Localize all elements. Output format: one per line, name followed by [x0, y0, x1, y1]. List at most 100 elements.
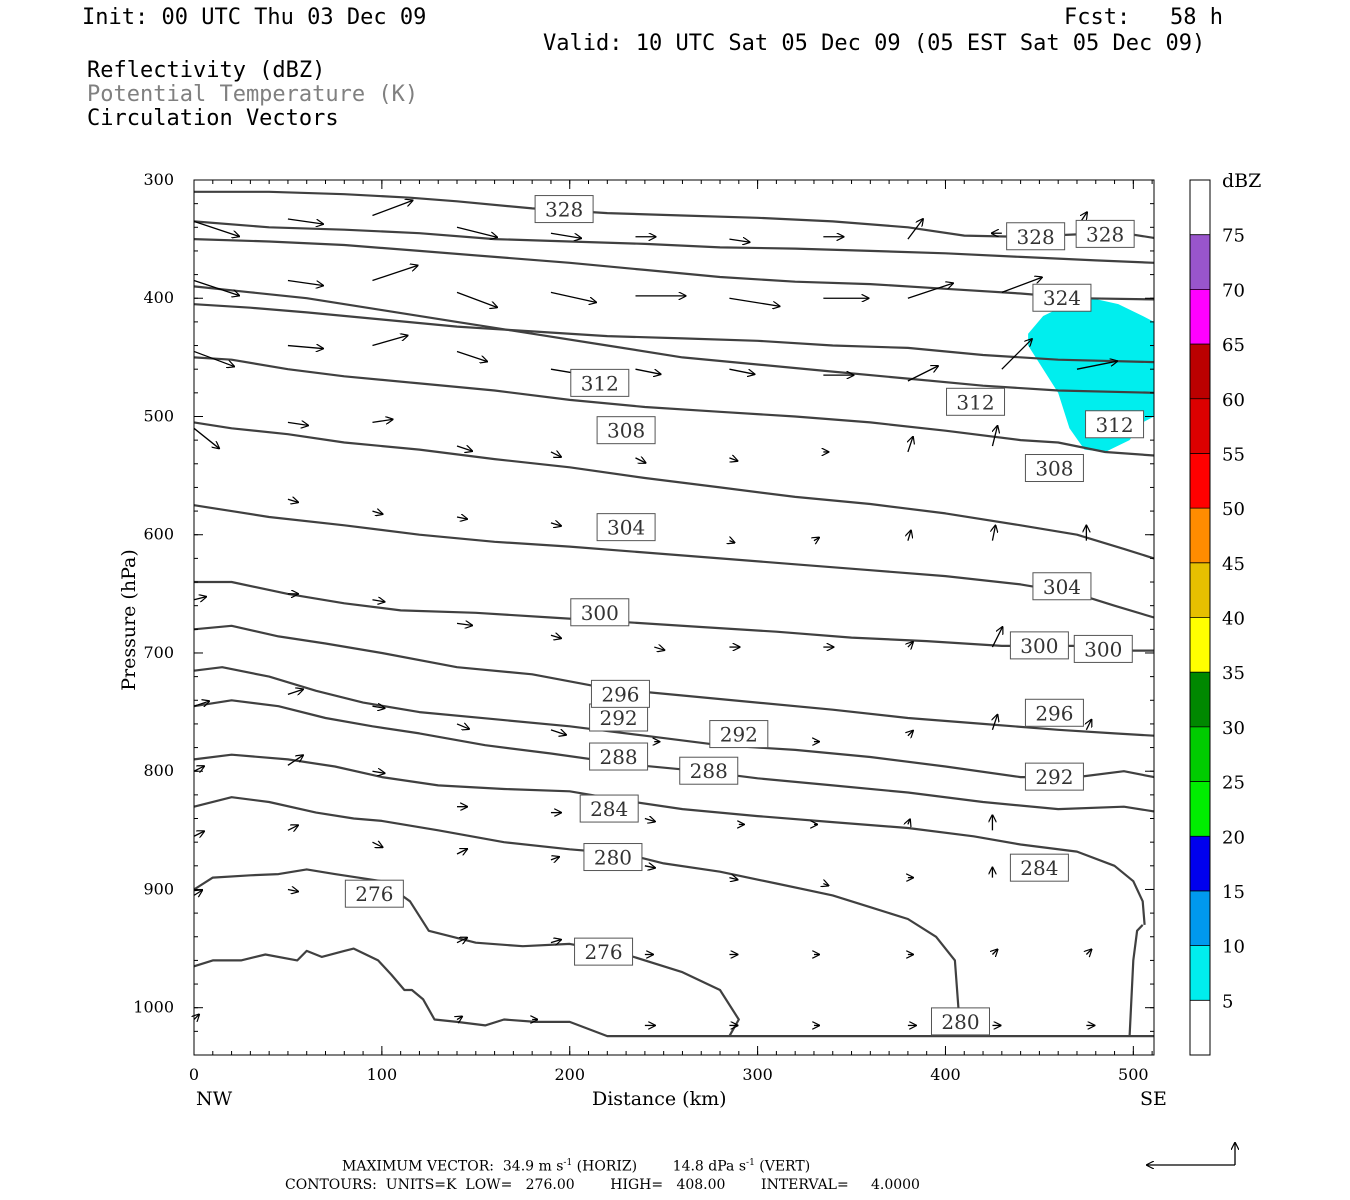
circulation-vector: [644, 819, 655, 822]
contour-label-box: [534, 195, 594, 224]
circulation-vector: [1086, 720, 1091, 731]
contour-label-box: [1085, 410, 1145, 439]
colorbar-level-label: 25: [1222, 773, 1245, 794]
contour-label-284: 284: [1020, 856, 1058, 880]
colorbar-swatch: [1190, 562, 1210, 618]
contour-info: CONTOURS: UNITS=K LOW= 276.00 HIGH= 408.…: [285, 1177, 920, 1193]
circulation-vector: [823, 884, 828, 886]
colorbar-swatch: [1190, 617, 1210, 673]
contour-label-box: [1024, 454, 1084, 483]
theta-contour-312: [193, 285, 1155, 394]
circulation-vector: [644, 866, 655, 868]
colorbar-swatch: [1190, 781, 1210, 837]
x-end-label-right: SE: [1140, 1088, 1167, 1110]
contour-label-box: [570, 598, 630, 627]
circulation-vector: [550, 452, 561, 457]
max-vector-info: MAXIMUM VECTOR: 34.9 m s-1 (HORIZ) 14.8 …: [342, 1158, 811, 1175]
circulation-vector: [635, 458, 645, 463]
circulation-vector: [287, 499, 298, 502]
circulation-vector: [729, 878, 737, 880]
theta-contour-324: [193, 303, 1155, 364]
x-tick-label: 200: [554, 1065, 585, 1084]
circulation-vector: [635, 368, 660, 374]
circulation-vector: [908, 531, 911, 541]
contour-label-304: 304: [607, 516, 645, 540]
colorbar-level-label: 75: [1222, 226, 1245, 247]
colorbar-swatch: [1190, 453, 1210, 509]
contour-label-box: [579, 794, 639, 823]
colorbar-level-label: 60: [1222, 390, 1245, 411]
colorbar-swatch: [1190, 1000, 1210, 1055]
circulation-vector: [193, 427, 219, 448]
circulation-vector: [287, 218, 323, 224]
circulation-vector: [372, 511, 382, 514]
x-tick-label: 100: [367, 1065, 398, 1084]
y-tick-label: 300: [143, 170, 174, 189]
circulation-vector: [1076, 361, 1117, 370]
circulation-vector: [1001, 339, 1032, 370]
colorbar-level-label: 10: [1222, 937, 1245, 958]
contour-label-box: [946, 387, 1006, 416]
circulation-vector: [456, 226, 497, 237]
contour-label-box: [1075, 219, 1135, 248]
colorbar-level-label: 70: [1222, 280, 1245, 301]
contour-label-layer: 2762762802802842842882882922922922962963…: [344, 195, 1145, 1036]
circulation-vector: [456, 623, 472, 625]
circulation-vector: [193, 831, 204, 836]
theta-contour-304: [193, 504, 1155, 619]
colorbar-swatch: [1190, 234, 1210, 290]
contour-label-box: [574, 937, 634, 966]
circulation-vector: [1086, 949, 1091, 954]
theta-contour-280: [1128, 924, 1144, 1037]
colorbar-level-label: 40: [1222, 609, 1245, 630]
circulation-vector: [907, 219, 923, 240]
circulation-vector: [194, 1015, 199, 1020]
colorbar-swatch: [1190, 726, 1210, 782]
colorbar-level-label: 45: [1222, 554, 1245, 575]
circulation-vector: [908, 437, 913, 453]
circulation-vector: [372, 266, 417, 282]
circulation-vector: [372, 419, 392, 422]
circulation-vector: [456, 517, 467, 519]
y-tick-label: 900: [143, 879, 174, 898]
circulation-vector: [908, 819, 910, 824]
contour-label-box: [709, 720, 769, 749]
circulation-vector: [907, 366, 938, 382]
contour-label-box: [589, 742, 649, 771]
contour-label-box: [1024, 762, 1084, 791]
contour-label-328: 328: [545, 198, 583, 222]
colorbar-swatch: [1190, 836, 1210, 891]
circulation-vector: [193, 766, 204, 771]
circulation-vector: [287, 279, 323, 286]
circulation-vector: [193, 350, 234, 366]
contour-label-296: 296: [1035, 701, 1073, 725]
colorbar-level-label: 50: [1222, 499, 1245, 520]
circulation-vector: [456, 350, 487, 361]
theta-contour-280: [193, 796, 962, 1037]
colorbar-swatch: [1190, 180, 1210, 235]
contour-label-box: [1006, 222, 1066, 251]
circulation-vector: [193, 890, 202, 895]
valid-time: Valid: 10 UTC Sat 05 Dec 09 (05 EST Sat …: [543, 31, 1206, 56]
circulation-vector: [287, 755, 303, 766]
contour-label-304: 304: [1043, 575, 1081, 599]
contour-label-288: 288: [599, 745, 637, 769]
circulation-vector: [550, 232, 581, 238]
circulation-vector: [992, 526, 995, 541]
circulation-vector: [550, 291, 596, 302]
circulation-vector: [456, 849, 467, 854]
contour-label-box: [679, 756, 739, 785]
contour-label-280: 280: [941, 1010, 979, 1034]
circulation-vector: [907, 283, 953, 299]
x-tick-label: 0: [189, 1065, 199, 1084]
colorbar-level-label: 65: [1222, 335, 1245, 356]
circulation-vector: [287, 422, 308, 425]
contour-label-box: [570, 368, 630, 397]
contour-label-312: 312: [956, 390, 994, 414]
y-axis-title: Pressure (hPa): [118, 549, 140, 691]
y-tick-label: 600: [143, 525, 174, 544]
reference-vector: [1147, 1143, 1235, 1165]
circulation-vector: [287, 889, 298, 891]
theta-contour-276: [193, 868, 740, 1037]
field-label-vectors: Circulation Vectors: [87, 106, 339, 131]
